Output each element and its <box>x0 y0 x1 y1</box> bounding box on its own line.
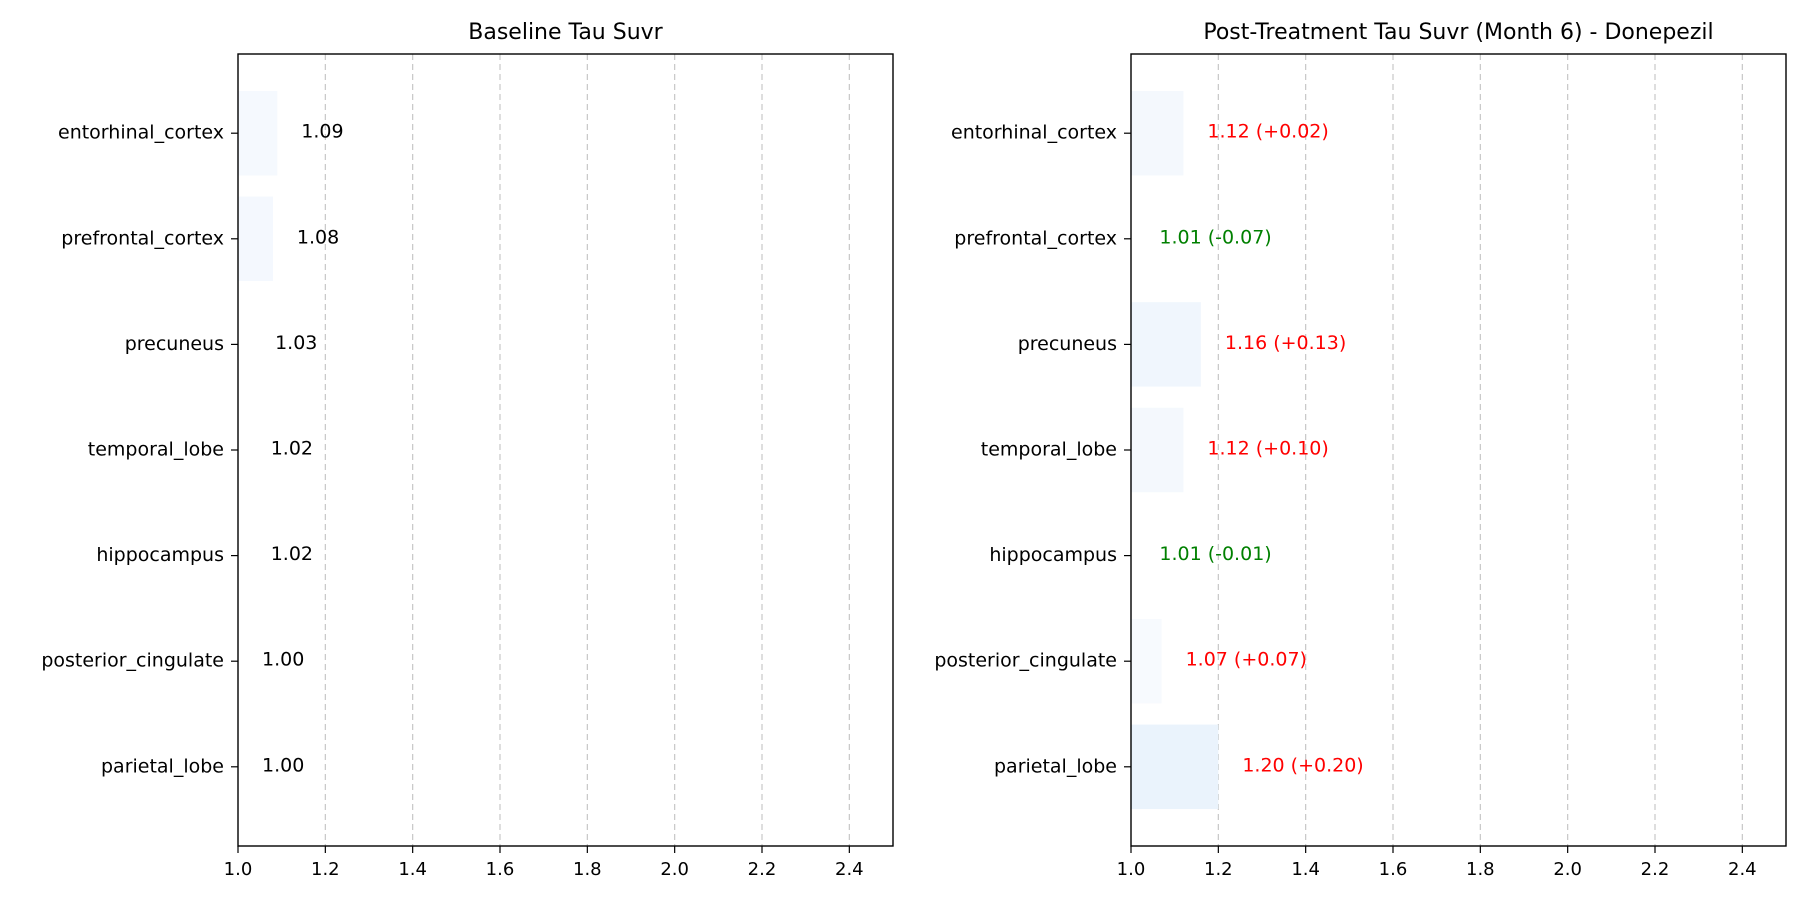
category-label: parietal_lobe <box>994 755 1117 777</box>
x-tick-label: 2.2 <box>748 859 777 880</box>
bar-temporal_lobe <box>238 407 247 493</box>
category-label: prefrontal_cortex <box>61 227 224 249</box>
category-label: precuneus <box>1018 333 1117 355</box>
x-tick-label: 1.6 <box>486 859 515 880</box>
bar-hippocampus <box>1131 513 1136 598</box>
bar-temporal_lobe <box>1131 407 1184 493</box>
value-label: 1.16 (+0.13) <box>1225 332 1346 354</box>
chart-title: Post-Treatment Tau Suvr (Month 6) - Done… <box>1203 20 1713 45</box>
x-tick-label: 1.0 <box>224 859 253 880</box>
value-label: 1.02 <box>271 438 313 460</box>
x-tick-label: 1.0 <box>1117 859 1146 880</box>
value-label: 1.07 (+0.07) <box>1186 649 1307 671</box>
category-label: temporal_lobe <box>88 439 224 461</box>
value-label: 1.03 <box>275 332 317 354</box>
category-label: entorhinal_cortex <box>951 122 1117 144</box>
plot-frame <box>237 53 894 847</box>
category-label: temporal_lobe <box>981 439 1117 461</box>
bar-entorhinal_cortex <box>1131 90 1184 176</box>
value-label: 1.09 <box>301 121 343 143</box>
value-label: 1.08 <box>297 226 339 248</box>
x-tick-label: 1.8 <box>1466 859 1495 880</box>
x-tick-label: 1.2 <box>1204 859 1233 880</box>
bar-entorhinal_cortex <box>238 90 278 176</box>
chart-panel-1: Baseline Tau Suvr entorhinal_cortex 1.09 pr… <box>41 20 894 880</box>
value-label: 1.02 <box>271 543 313 565</box>
chart-panel-2: Post-Treatment Tau Suvr (Month 6) - Done… <box>934 20 1787 880</box>
category-label: entorhinal_cortex <box>58 122 224 144</box>
chart-title: Baseline Tau Suvr <box>468 20 663 45</box>
x-tick-label: 1.8 <box>573 859 602 880</box>
plot-frame <box>1130 53 1787 847</box>
category-label: prefrontal_cortex <box>954 227 1117 249</box>
x-tick-label: 2.0 <box>1553 859 1582 880</box>
value-label: 1.12 (+0.10) <box>1207 438 1328 460</box>
x-tick-label: 1.4 <box>1291 859 1320 880</box>
bar-precuneus <box>238 302 252 387</box>
bar-prefrontal_cortex <box>1131 196 1136 282</box>
bar-parietal_lobe <box>1131 724 1219 810</box>
category-label: parietal_lobe <box>101 755 224 777</box>
x-tick-label: 2.2 <box>1641 859 1670 880</box>
bar-hippocampus <box>238 513 247 598</box>
x-tick-label: 2.0 <box>660 859 689 880</box>
category-label: hippocampus <box>989 544 1117 566</box>
x-tick-label: 2.4 <box>835 859 864 880</box>
x-tick-label: 1.2 <box>311 859 340 880</box>
value-label: 1.20 (+0.20) <box>1242 754 1363 776</box>
bar-posterior_cingulate <box>1131 618 1162 704</box>
x-tick-label: 1.6 <box>1379 859 1408 880</box>
category-label: precuneus <box>125 333 224 355</box>
bar-precuneus <box>1131 302 1201 387</box>
category-label: posterior_cingulate <box>934 650 1117 672</box>
value-label: 1.00 <box>262 649 304 671</box>
category-label: hippocampus <box>96 544 224 566</box>
bar-prefrontal_cortex <box>238 196 273 282</box>
value-label: 1.00 <box>262 754 304 776</box>
x-tick-label: 2.4 <box>1728 859 1757 880</box>
x-tick-label: 1.4 <box>398 859 427 880</box>
value-label: 1.01 (-0.07) <box>1159 226 1271 248</box>
value-label: 1.01 (-0.01) <box>1159 543 1271 565</box>
category-label: posterior_cingulate <box>41 650 224 672</box>
value-label: 1.12 (+0.02) <box>1207 121 1328 143</box>
